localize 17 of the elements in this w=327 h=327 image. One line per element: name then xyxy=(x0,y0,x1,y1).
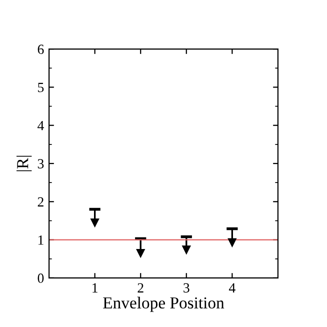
y-tick-label: 6 xyxy=(38,44,44,54)
x-tick-label: 1 xyxy=(92,283,98,292)
point xyxy=(228,238,236,247)
point xyxy=(136,248,145,258)
y-tick-label: 5 xyxy=(38,82,44,92)
x-tick-label: 2 xyxy=(138,283,144,292)
y-tick-label: 0 xyxy=(38,274,44,283)
x-tick-label: 4 xyxy=(228,283,236,292)
x-tick-label: 3 xyxy=(184,283,190,293)
y-tick-label: 1 xyxy=(38,235,44,245)
point xyxy=(90,218,99,227)
y-tick-label: 2 xyxy=(38,197,44,206)
y-tick-label: 4 xyxy=(38,121,44,130)
y-axis-title: |R| xyxy=(16,156,32,172)
x-axis-title: Envelope Position xyxy=(103,296,224,312)
y-tick-label: 3 xyxy=(38,159,44,168)
point xyxy=(182,246,191,254)
